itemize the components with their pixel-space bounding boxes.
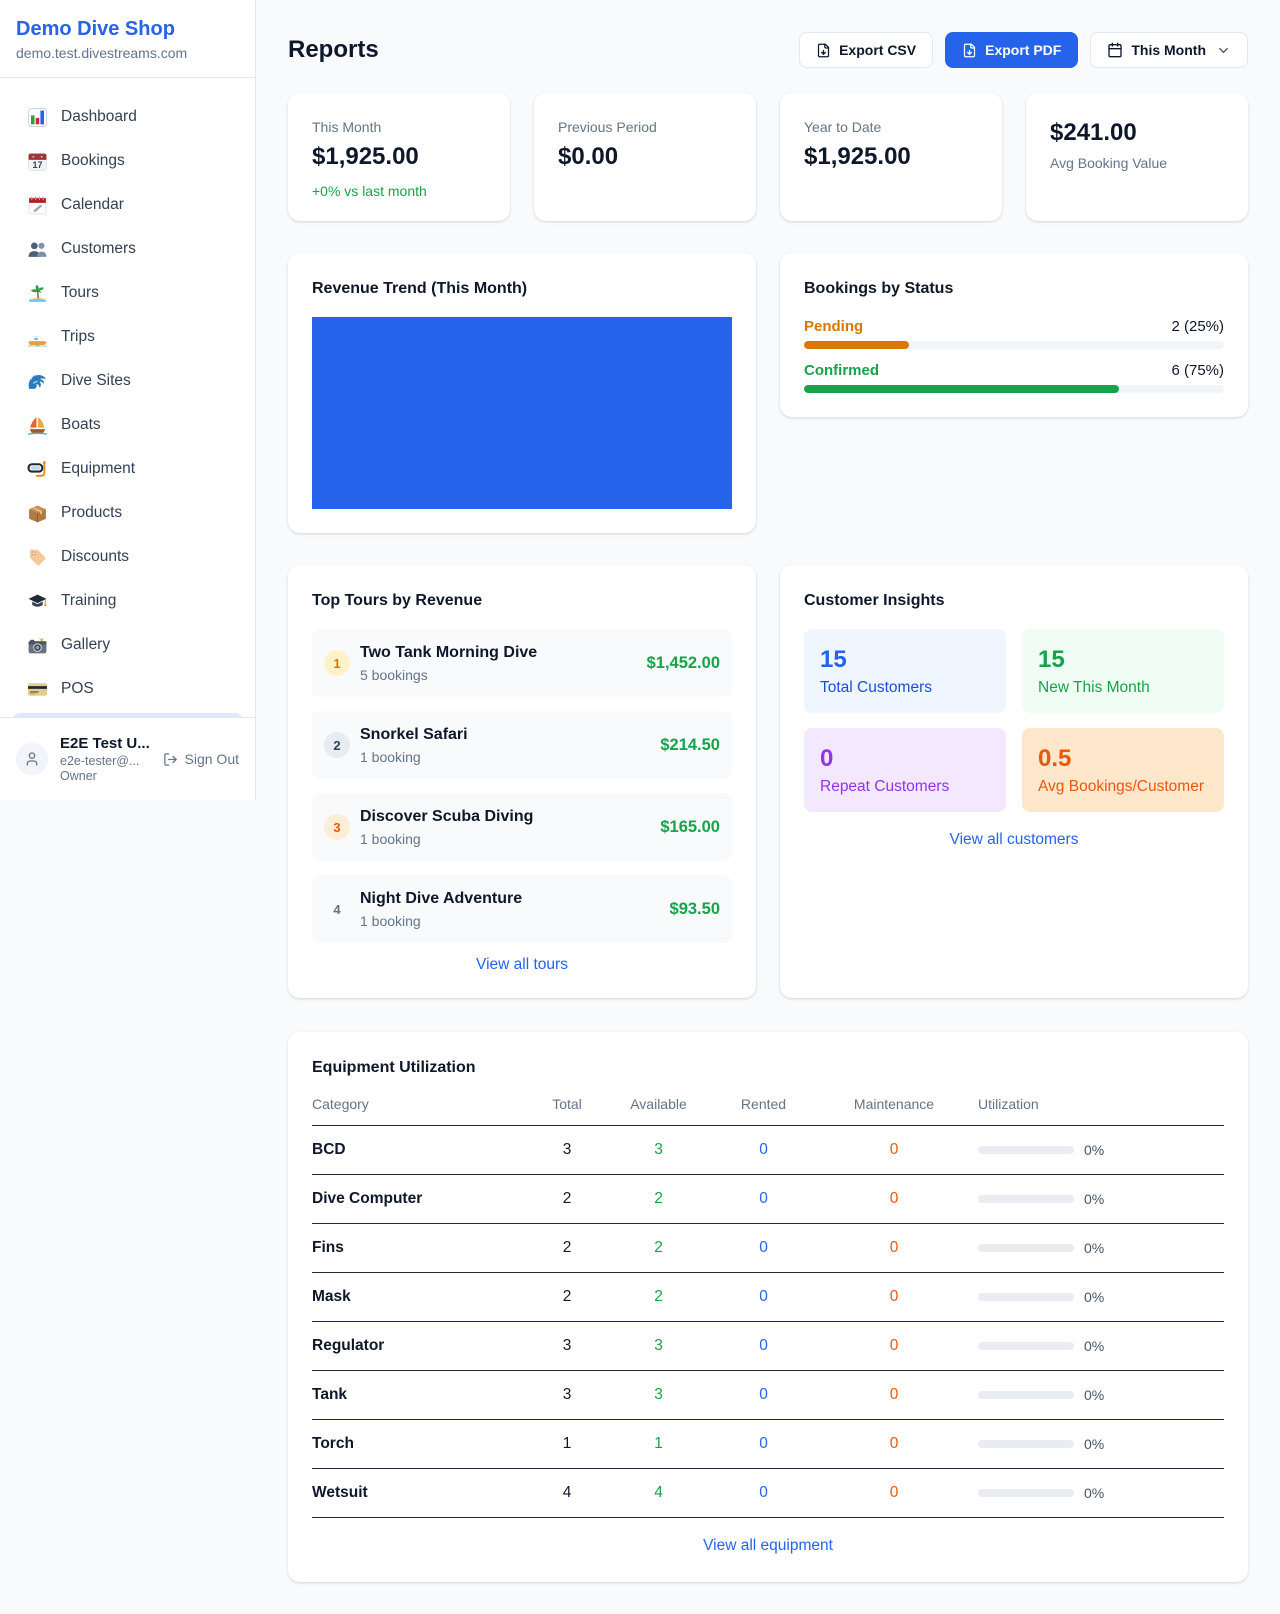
svg-text:17: 17 [33,159,43,169]
